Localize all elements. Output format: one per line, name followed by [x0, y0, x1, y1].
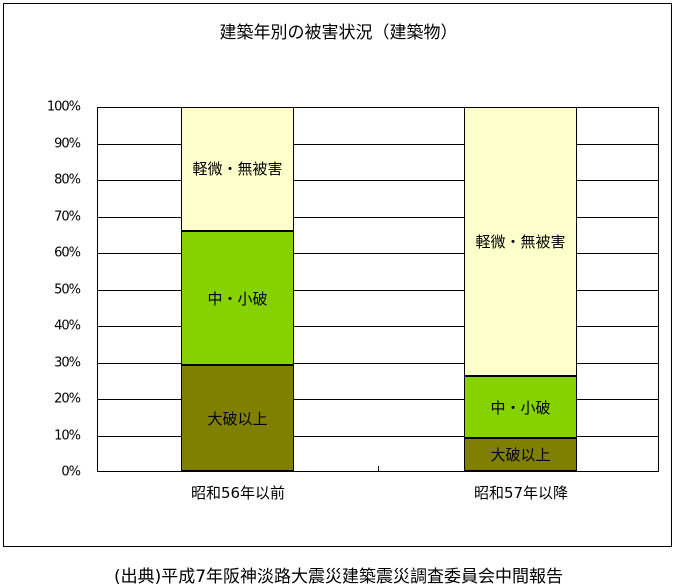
segment-label: 中・小破 [207, 289, 268, 308]
bar-segment: 中・小破 [464, 376, 577, 439]
gridline [98, 289, 658, 291]
gridline [98, 399, 658, 400]
bar-segment: 軽微・無被害 [464, 107, 577, 377]
bar-segment: 軽微・無被害 [181, 107, 294, 231]
bar-segment: 大破以上 [181, 365, 294, 471]
y-tick-label: 30% [54, 355, 81, 370]
y-tick-label: 0% [61, 464, 81, 480]
x-label-category-1: 昭和56年以前 [190, 484, 286, 502]
y-tick-label: 80% [54, 172, 81, 188]
y-tick-label: 70% [54, 209, 81, 224]
gridline [98, 435, 658, 437]
y-tick-label: 50% [54, 282, 81, 297]
stacked-bar: 大破以上 中・小破 軽微・無被害 [181, 107, 294, 471]
y-tick-label: 40% [54, 318, 81, 334]
x-label-category-2: 昭和57年以降 [473, 484, 569, 502]
segment-label: 大破以上 [207, 409, 268, 428]
bar-segment: 中・小破 [181, 230, 294, 366]
gridline [98, 216, 658, 218]
plot-area: 大破以上 中・小破 軽微・無被害 大破以上 中・小破 軽微・無被害 [97, 107, 659, 472]
x-axis-tick [378, 466, 379, 472]
stacked-bar: 大破以上 中・小破 軽微・無被害 [464, 107, 577, 471]
y-tick-label: 100% [46, 99, 81, 115]
segment-label: 軽微・無被害 [475, 233, 566, 252]
gridline [98, 326, 658, 327]
source-citation: (出典)平成7年阪神淡路大震災建築震災調査委員会中間報告 [113, 567, 564, 587]
gridline [98, 362, 658, 364]
chart-title: 建築年別の被害状況（建築物） [219, 23, 458, 43]
y-tick-label: 10% [54, 428, 81, 443]
gridline [98, 180, 658, 181]
y-tick-label: 60% [54, 245, 81, 261]
gridline [98, 253, 658, 254]
segment-label: 軽微・無被害 [192, 160, 283, 179]
segment-label: 大破以上 [490, 446, 551, 465]
bar-segment: 大破以上 [464, 438, 577, 471]
gridline [98, 143, 658, 145]
y-tick-label: 90% [54, 136, 81, 151]
segment-label: 中・小破 [490, 398, 551, 417]
y-tick-label: 20% [54, 391, 81, 407]
